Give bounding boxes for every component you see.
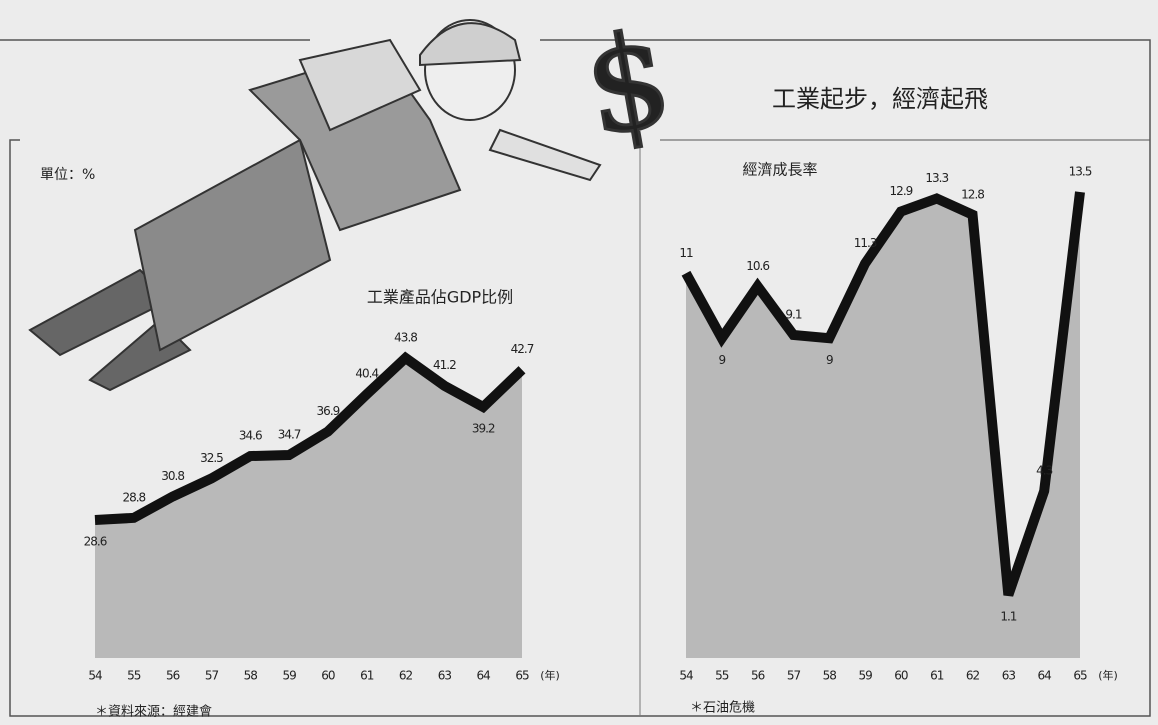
data-label: 9.1 <box>785 308 801 322</box>
unit-label: 單位：% <box>40 167 95 183</box>
x-tick-label: 56 <box>166 669 180 683</box>
data-label: 13.3 <box>925 171 948 185</box>
x-tick-label: 63 <box>1002 669 1016 683</box>
data-label: 30.8 <box>161 469 184 483</box>
data-label: 41.2 <box>433 358 456 372</box>
x-tick-label: 64 <box>1038 669 1052 683</box>
x-tick-label: 62 <box>399 669 413 683</box>
chart-title: 經濟成長率 <box>742 161 817 179</box>
x-tick-label: 57 <box>787 669 801 683</box>
x-tick-label: 56 <box>751 669 765 683</box>
data-label: 43.8 <box>394 331 417 345</box>
data-label: 34.7 <box>278 427 301 441</box>
source-note: ＊資料來源：經建會 <box>95 705 212 720</box>
data-label: 40.4 <box>355 367 378 381</box>
line <box>681 191 1085 597</box>
worker-illustration <box>28 19 602 392</box>
x-tick-label: 59 <box>282 669 296 683</box>
x-tick-label: 61 <box>360 669 374 683</box>
data-label: 36.9 <box>317 404 340 418</box>
footnote: ＊石油危機 <box>690 701 755 716</box>
data-label: 28.6 <box>84 535 107 549</box>
page-title: 工業起步，經濟起飛 <box>772 85 988 113</box>
x-tick-label: 55 <box>127 669 141 683</box>
area-fill <box>95 358 522 658</box>
data-label: 11.3 <box>854 236 877 250</box>
data-label: 13.5 <box>1069 165 1092 179</box>
data-label: 4.3 <box>1036 464 1052 478</box>
x-tick-label: 59 <box>858 669 872 683</box>
x-tick-label: 63 <box>438 669 452 683</box>
data-label: 9 <box>718 353 725 367</box>
data-label: 34.6 <box>239 429 262 443</box>
x-tick-label: 65 <box>515 669 529 683</box>
x-tick-label: 58 <box>244 669 258 683</box>
data-label: 1.1 <box>1000 610 1016 624</box>
frame <box>0 39 1151 717</box>
data-label: 28.8 <box>122 490 145 504</box>
x-tick-label: 55 <box>715 669 729 683</box>
x-tick-label: 57 <box>205 669 219 683</box>
data-label: 12.8 <box>961 187 984 201</box>
x-tick-label: 58 <box>823 669 837 683</box>
area-fill <box>686 192 1080 658</box>
x-tick-label: 54 <box>679 669 693 683</box>
x-unit: (年) <box>1098 668 1118 682</box>
chart-title: 工業產品佔GDP比例 <box>367 288 513 307</box>
x-tick-label: 64 <box>477 669 491 683</box>
data-label: 32.5 <box>200 451 223 465</box>
data-label: 39.2 <box>472 422 495 436</box>
data-label: 10.6 <box>746 259 769 273</box>
x-tick-label: 65 <box>1073 669 1087 683</box>
data-label: 42.7 <box>511 342 534 356</box>
x-tick-label: 60 <box>321 669 335 683</box>
data-label: 9 <box>826 353 833 367</box>
data-label: 11 <box>679 246 693 260</box>
x-unit: (年) <box>540 668 560 682</box>
x-tick-label: 62 <box>966 669 980 683</box>
x-tick-label: 60 <box>894 669 908 683</box>
x-tick-label: 61 <box>930 669 944 683</box>
line <box>94 351 526 525</box>
x-tick-label: 54 <box>88 669 102 683</box>
data-label: 12.9 <box>890 184 913 198</box>
